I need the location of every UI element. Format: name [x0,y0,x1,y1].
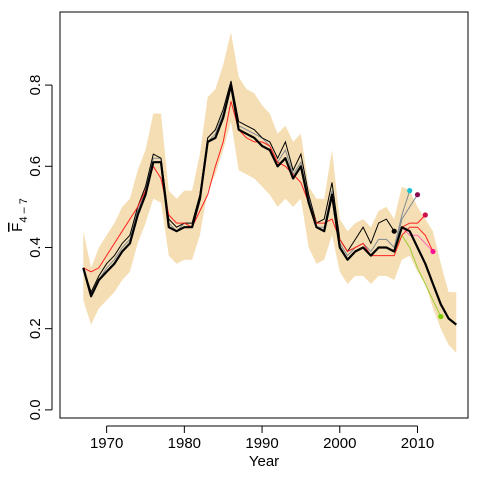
retro-series-endpoint-1 [407,188,413,194]
y-axis-title: F4 – 7 [9,198,30,232]
x-tick-label: 2000 [323,435,356,452]
x-tick-label: 2010 [401,435,434,452]
y-tick-label: 0.4 [27,237,44,258]
x-axis: 1970 1980 1990 2000 2010 [90,425,434,452]
confidence-band [83,32,457,354]
x-tick-label: 1970 [90,435,123,452]
x-tick-label: 1980 [168,435,201,452]
plot-frame [59,11,469,419]
confidence-band-layer [83,32,457,354]
y-axis-title-main: F [9,223,26,232]
retro-series-endpoint-4 [430,248,436,255]
retro-series-endpoint-3 [422,212,428,218]
y-tick-label: 0.6 [27,156,44,177]
main-series-line [82,83,457,326]
y-tick-label: 0.2 [27,318,44,339]
y-axis: 0.0 0.2 0.4 0.6 0.8 [27,75,53,420]
svg-text:F4 – 7: F4 – 7 [9,198,30,232]
x-axis-title: Year [249,453,279,470]
retro-series-endpoint-2 [414,192,421,198]
y-tick-label: 0.0 [27,399,44,420]
endpoint-layer [391,188,444,320]
y-tick-label: 0.8 [27,75,44,96]
retro-series-endpoint-5 [438,313,444,320]
series-layer [82,80,457,326]
x-tick-label: 1990 [245,435,278,452]
y-axis-title-sub: 4 – 7 [18,198,30,222]
retro-series-endpoint-6 [391,228,397,234]
